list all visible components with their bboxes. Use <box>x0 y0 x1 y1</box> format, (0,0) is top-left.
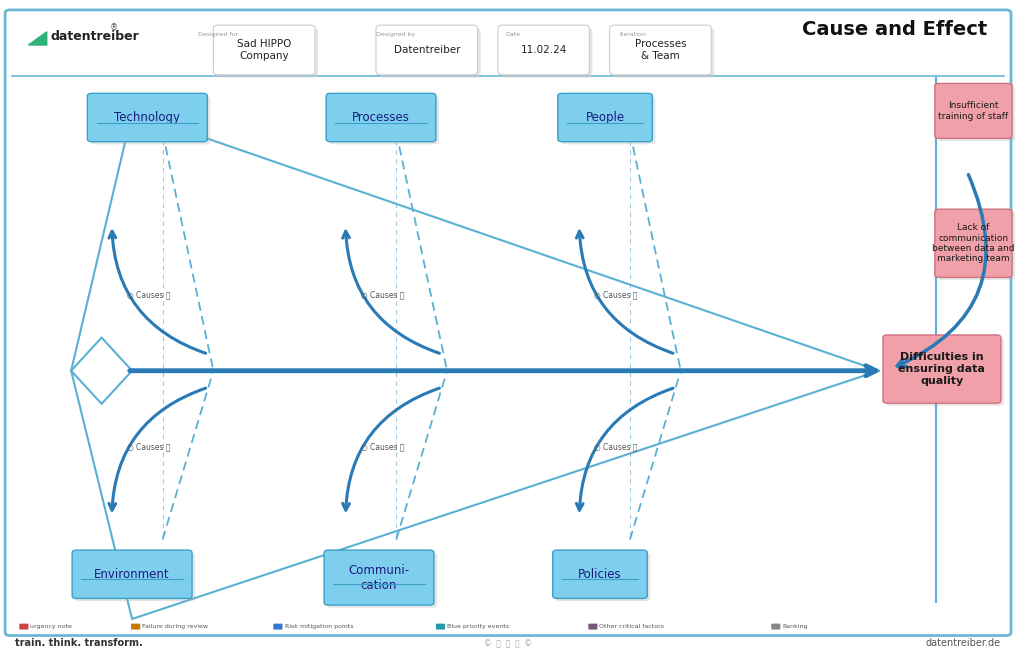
FancyBboxPatch shape <box>771 624 780 630</box>
FancyBboxPatch shape <box>935 83 1012 138</box>
Text: Communi-
cation: Communi- cation <box>348 563 410 592</box>
Text: ○ Causes 🖊️: ○ Causes 🖊️ <box>594 290 638 299</box>
Text: ○ Causes 🖊️: ○ Causes 🖊️ <box>594 442 638 451</box>
Text: ○ Causes 🖊️: ○ Causes 🖊️ <box>127 290 171 299</box>
Text: datentreiber.de: datentreiber.de <box>926 638 1000 649</box>
FancyBboxPatch shape <box>883 335 1000 403</box>
FancyBboxPatch shape <box>329 96 439 144</box>
Text: Processes: Processes <box>352 111 410 124</box>
Text: Ranking: Ranking <box>782 624 808 629</box>
FancyBboxPatch shape <box>558 93 652 142</box>
Text: ®: ® <box>110 23 118 32</box>
FancyBboxPatch shape <box>87 93 207 142</box>
Text: ○ Causes 🖊️: ○ Causes 🖊️ <box>360 290 404 299</box>
Text: Technology: Technology <box>115 111 180 124</box>
Text: Iteration: Iteration <box>620 32 647 37</box>
FancyBboxPatch shape <box>376 25 477 75</box>
FancyBboxPatch shape <box>938 86 1015 141</box>
FancyBboxPatch shape <box>75 553 196 601</box>
FancyBboxPatch shape <box>556 553 650 601</box>
FancyBboxPatch shape <box>328 553 437 608</box>
Polygon shape <box>29 32 47 45</box>
Text: Date: Date <box>505 32 520 37</box>
FancyBboxPatch shape <box>327 93 436 142</box>
Text: ○ Causes 🖊️: ○ Causes 🖊️ <box>360 442 404 451</box>
Text: urgency note: urgency note <box>31 624 73 629</box>
FancyBboxPatch shape <box>216 28 318 77</box>
Text: Failure during review: Failure during review <box>142 624 208 629</box>
Text: 11.02.24: 11.02.24 <box>520 45 567 55</box>
Text: Processes
& Team: Processes & Team <box>635 39 686 61</box>
FancyBboxPatch shape <box>5 10 1011 636</box>
FancyBboxPatch shape <box>72 550 193 598</box>
Text: Lack of
communication
between data and
marketing team: Lack of communication between data and m… <box>932 223 1015 263</box>
FancyBboxPatch shape <box>609 25 712 75</box>
FancyBboxPatch shape <box>553 550 647 598</box>
FancyBboxPatch shape <box>886 338 1004 406</box>
Text: train. think. transform.: train. think. transform. <box>15 638 143 649</box>
Text: Cause and Effect: Cause and Effect <box>802 21 987 39</box>
Text: Policies: Policies <box>579 568 622 581</box>
FancyBboxPatch shape <box>935 209 1012 277</box>
FancyBboxPatch shape <box>90 96 210 144</box>
FancyBboxPatch shape <box>131 624 140 630</box>
Text: Datentreiber: Datentreiber <box>393 45 460 55</box>
Text: datentreiber: datentreiber <box>51 30 139 43</box>
Text: People: People <box>586 111 625 124</box>
FancyBboxPatch shape <box>938 212 1015 280</box>
FancyBboxPatch shape <box>589 624 597 630</box>
Text: Insufficient
training of staff: Insufficient training of staff <box>938 101 1009 120</box>
Text: ○ Causes 🖊️: ○ Causes 🖊️ <box>127 442 171 451</box>
FancyBboxPatch shape <box>501 28 592 77</box>
FancyBboxPatch shape <box>19 624 29 630</box>
FancyBboxPatch shape <box>273 624 283 630</box>
Text: Sad HIPPO
Company: Sad HIPPO Company <box>237 39 292 61</box>
FancyBboxPatch shape <box>379 28 480 77</box>
FancyBboxPatch shape <box>561 96 655 144</box>
Text: Designed for: Designed for <box>198 32 239 37</box>
Text: Risk mitigation points: Risk mitigation points <box>285 624 353 629</box>
FancyBboxPatch shape <box>213 25 315 75</box>
Text: ©  ⓘ  ⓘ  ⓘ  ©: © ⓘ ⓘ ⓘ © <box>484 639 532 649</box>
Text: Environment: Environment <box>94 568 170 581</box>
FancyBboxPatch shape <box>436 624 445 630</box>
Text: Difficulties in
ensuring data
quality: Difficulties in ensuring data quality <box>898 352 985 386</box>
FancyBboxPatch shape <box>612 28 715 77</box>
Text: Other critical factors: Other critical factors <box>599 624 665 629</box>
FancyBboxPatch shape <box>498 25 590 75</box>
FancyBboxPatch shape <box>325 550 434 605</box>
Text: Blue priority events: Blue priority events <box>447 624 509 629</box>
Text: Designed by: Designed by <box>376 32 416 37</box>
